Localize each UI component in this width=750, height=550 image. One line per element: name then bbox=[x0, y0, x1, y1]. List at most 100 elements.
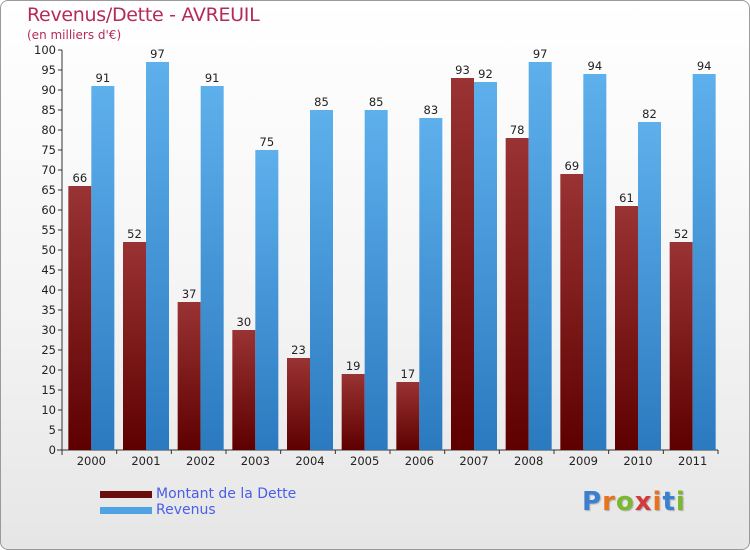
data-label-revenus: 91 bbox=[96, 71, 111, 85]
chart-subtitle: (en milliers d'€) bbox=[27, 28, 122, 42]
x-tick-label: 2008 bbox=[514, 454, 543, 468]
bar-revenus bbox=[692, 74, 716, 450]
bar-debt bbox=[505, 138, 529, 450]
data-label-revenus: 94 bbox=[588, 59, 603, 73]
data-label-revenus: 82 bbox=[642, 107, 657, 121]
x-tick-label: 2001 bbox=[131, 454, 160, 468]
bar-debt bbox=[669, 242, 693, 450]
logo-letter: x bbox=[634, 487, 653, 517]
y-tick-label: 25 bbox=[41, 343, 56, 357]
data-label-revenus: 97 bbox=[150, 47, 165, 61]
data-label-debt: 52 bbox=[674, 227, 689, 241]
data-label-revenus: 85 bbox=[369, 95, 384, 109]
data-label-debt: 19 bbox=[346, 359, 361, 373]
data-label-debt: 23 bbox=[291, 343, 306, 357]
axes-group: 0 5 10 15 20 25 30 35 40 45 50 55 60 65 70 75 80 85 90 95 10… bbox=[34, 43, 719, 468]
x-tick-label: 2003 bbox=[241, 454, 270, 468]
data-label-revenus: 92 bbox=[478, 67, 493, 81]
data-labels-group: 66 91 52 97 37 91 30 75 23 85 19 85 17 83 93 92 78 97 69 94… bbox=[73, 47, 712, 381]
y-tick-label: 40 bbox=[41, 283, 56, 297]
data-label-revenus: 91 bbox=[205, 71, 220, 85]
legend-label-revenus: Revenus bbox=[156, 502, 216, 518]
bar-revenus bbox=[200, 86, 224, 450]
y-tick-label: 55 bbox=[41, 223, 56, 237]
y-tick-label: 5 bbox=[49, 423, 56, 437]
logo-letter: o bbox=[615, 487, 635, 517]
bar-debt bbox=[560, 174, 584, 450]
bar-revenus bbox=[310, 110, 333, 450]
data-label-debt: 93 bbox=[455, 63, 470, 77]
proxiti-logo: Proxiti bbox=[582, 487, 686, 517]
logo-letter: t bbox=[662, 487, 676, 517]
x-tick-label: 2004 bbox=[295, 454, 324, 468]
x-tick-label: 2000 bbox=[77, 454, 106, 468]
data-label-debt: 61 bbox=[619, 191, 634, 205]
y-tick-label: 95 bbox=[41, 63, 56, 77]
logo-letter: P bbox=[582, 487, 603, 517]
x-tick-label: 2007 bbox=[459, 454, 488, 468]
bar-revenus bbox=[638, 122, 661, 450]
y-tick-label: 60 bbox=[41, 203, 56, 217]
legend-item-debt: Montant de la Dette bbox=[100, 486, 296, 502]
legend-label-debt: Montant de la Dette bbox=[156, 486, 297, 502]
data-label-revenus: 83 bbox=[424, 103, 439, 117]
logo-letter: r bbox=[602, 487, 616, 517]
data-label-revenus: 94 bbox=[697, 59, 712, 73]
data-label-revenus: 75 bbox=[260, 135, 275, 149]
bar-debt bbox=[177, 302, 201, 450]
y-tick-label: 20 bbox=[41, 363, 56, 377]
x-tick-label: 2005 bbox=[350, 454, 379, 468]
data-label-debt: 69 bbox=[565, 159, 580, 173]
y-tick-label: 75 bbox=[41, 143, 56, 157]
data-label-debt: 17 bbox=[401, 367, 416, 381]
x-tick-label: 2002 bbox=[186, 454, 215, 468]
y-tick-label: 90 bbox=[41, 83, 56, 97]
legend-swatch-debt bbox=[100, 490, 152, 498]
bar-revenus bbox=[91, 86, 115, 450]
y-tick-label: 85 bbox=[41, 103, 56, 117]
bar-debt bbox=[123, 242, 146, 450]
bar-debt bbox=[615, 206, 638, 450]
y-tick-label: 35 bbox=[41, 303, 56, 317]
y-tick-label: 10 bbox=[41, 403, 56, 417]
y-tick-label: 80 bbox=[41, 123, 56, 137]
y-tick-label: 45 bbox=[41, 263, 56, 277]
data-label-debt: 30 bbox=[237, 315, 252, 329]
bar-revenus bbox=[364, 110, 388, 450]
logo-letter: i bbox=[675, 487, 686, 517]
x-tick-label: 2009 bbox=[569, 454, 598, 468]
x-tick-label: 2006 bbox=[405, 454, 434, 468]
bar-debt bbox=[451, 78, 474, 450]
legend-swatch-revenus bbox=[100, 506, 152, 514]
y-tick-label: 30 bbox=[41, 323, 56, 337]
bar-revenus bbox=[583, 74, 607, 450]
data-label-debt: 66 bbox=[73, 171, 88, 185]
bar-revenus bbox=[146, 62, 169, 450]
bar-revenus bbox=[255, 150, 279, 450]
logo-letter: i bbox=[652, 487, 663, 517]
bar-debt bbox=[341, 374, 365, 450]
x-tick-label: 2011 bbox=[678, 454, 707, 468]
x-tick-label: 2010 bbox=[623, 454, 652, 468]
bar-debt bbox=[68, 186, 92, 450]
y-tick-label: 50 bbox=[41, 243, 56, 257]
bar-revenus bbox=[474, 82, 497, 450]
legend-item-revenus: Revenus bbox=[100, 502, 296, 518]
y-tick-label: 0 bbox=[49, 443, 56, 457]
data-label-debt: 78 bbox=[510, 123, 525, 137]
bar-debt bbox=[232, 330, 256, 450]
chart-title: Revenus/Dette - AVREUIL bbox=[27, 4, 260, 26]
bar-debt bbox=[396, 382, 420, 450]
data-label-revenus: 97 bbox=[533, 47, 548, 61]
data-label-revenus: 85 bbox=[314, 95, 329, 109]
y-tick-label: 15 bbox=[41, 383, 56, 397]
bars-group bbox=[68, 62, 716, 450]
data-label-debt: 52 bbox=[127, 227, 142, 241]
legend: Montant de la Dette Revenus bbox=[100, 486, 296, 518]
y-tick-label: 70 bbox=[41, 163, 56, 177]
y-tick-label: 100 bbox=[34, 43, 56, 57]
data-label-debt: 37 bbox=[182, 287, 197, 301]
bar-revenus bbox=[419, 118, 443, 450]
y-tick-label: 65 bbox=[41, 183, 56, 197]
